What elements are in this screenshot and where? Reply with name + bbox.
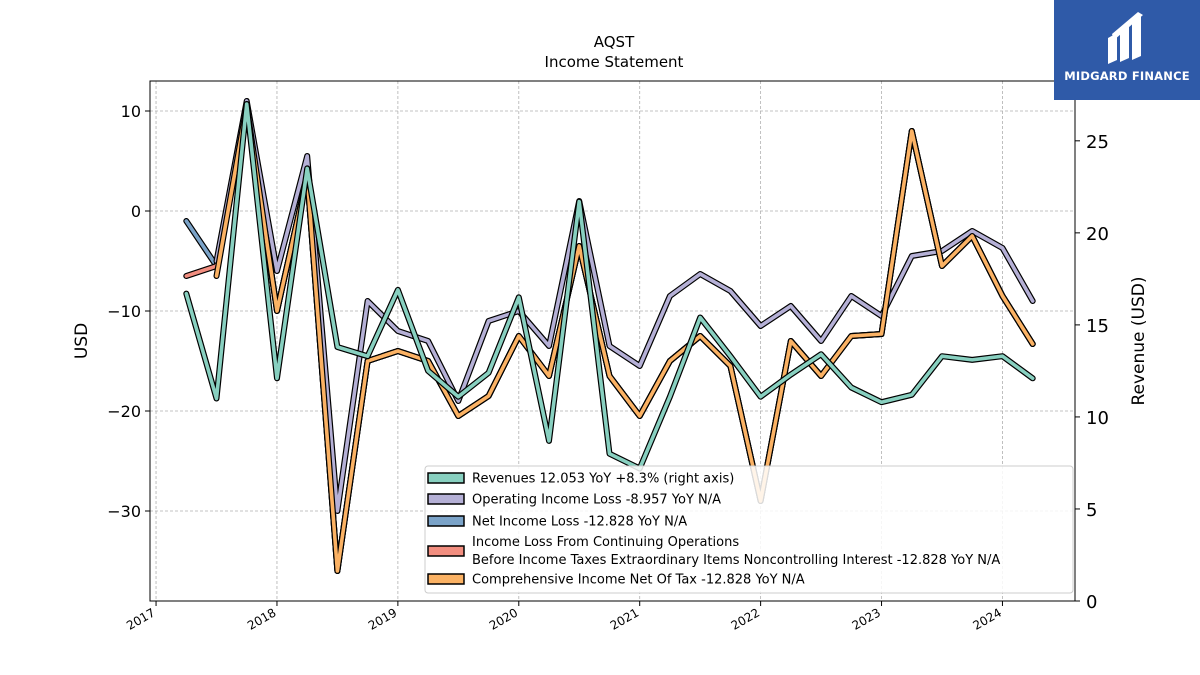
legend-swatch [427, 515, 465, 527]
brand-mark-icon [1108, 12, 1143, 64]
legend-swatch [427, 573, 465, 585]
legend-label: Comprehensive Income Net Of Tax -12.828 … [472, 573, 805, 588]
series-line-revenues [184, 102, 1035, 471]
legend: Revenues 12.053 YoY +8.3% (right axis) Op… [424, 465, 1074, 594]
series-outline-operating-income-loss [213, 98, 1036, 514]
x-tick-label: 2024 [970, 605, 1003, 632]
legend-label: Operating Income Loss -8.957 YoY N/A [472, 493, 721, 508]
chart-subtitle: Income Statement [545, 53, 684, 71]
x-tick-label: 2019 [366, 605, 399, 632]
chart-title: AQST [594, 33, 635, 51]
series-line-operating-income-loss [214, 99, 1035, 513]
x-tick-label: 2020 [487, 605, 520, 632]
legend-box [424, 465, 1074, 594]
left-y-tick-label: −20 [107, 402, 141, 421]
x-tick-label: 2021 [608, 605, 641, 632]
right-y-tick-label: 15 [1086, 316, 1109, 337]
legend-label-line2: Before Income Taxes Extraordinary Items … [472, 553, 1000, 568]
plot-frame [149, 80, 1076, 602]
left-y-tick-label: 10 [121, 102, 141, 121]
x-tick-label: 2017 [124, 605, 157, 632]
left-y-tick-label: −10 [107, 302, 141, 321]
left-y-tick-label: 0 [131, 202, 141, 221]
x-tick-label: 2018 [245, 605, 278, 632]
right-y-tick-label: 10 [1086, 408, 1109, 429]
legend-swatch [427, 493, 465, 505]
legend-label: Revenues 12.053 YoY +8.3% (right axis) [472, 472, 734, 487]
series-line-comprehensive-income-net-of-tax [214, 104, 1035, 573]
right-y-tick-label: 0 [1086, 592, 1097, 613]
right-y-tick-label: 25 [1086, 132, 1109, 153]
x-tick-label: 2023 [850, 605, 883, 632]
brand-name: MIDGARD FINANCE [1064, 69, 1190, 83]
series-lines [183, 98, 1036, 574]
legend-label-line1: Income Loss From Continuing Operations [472, 535, 739, 550]
right-axis-label: Revenue (USD) [1129, 276, 1149, 405]
brand-logo: MIDGARD FINANCE [1054, 0, 1200, 100]
x-tick-label: 2022 [729, 605, 762, 632]
right-y-tick-label: 20 [1086, 224, 1109, 245]
legend-swatch [427, 472, 465, 484]
legend-label: Net Income Loss -12.828 YoY N/A [472, 515, 687, 530]
left-y-tick-label: −30 [107, 502, 141, 521]
left-axis-label: USD [72, 323, 92, 359]
right-y-tick-label: 5 [1086, 500, 1097, 521]
legend-swatch [427, 545, 465, 557]
